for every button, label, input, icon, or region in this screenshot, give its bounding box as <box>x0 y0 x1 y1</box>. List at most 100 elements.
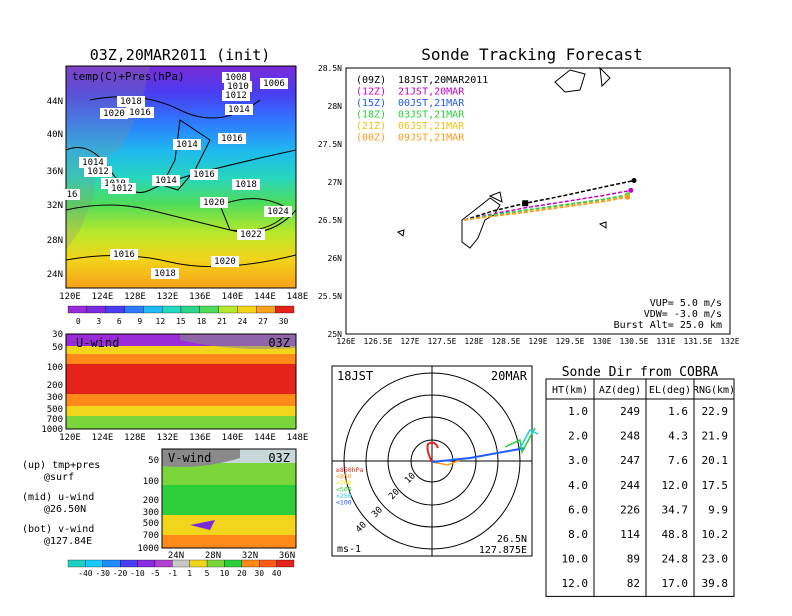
table-cell: 10.0 <box>562 553 589 566</box>
tracking-info-line: VDW= -3.0 m/s <box>644 309 722 320</box>
tracking-marker <box>522 200 529 207</box>
pressure-label: 1022 <box>240 230 262 240</box>
table-cell: 22.9 <box>702 405 729 418</box>
pressure-label-bg <box>232 179 260 190</box>
colorbar-swatch <box>143 305 163 314</box>
pressure-label-bg <box>190 169 218 180</box>
tracking-info-line: Burst Alt= 25.0 km <box>614 320 722 331</box>
tracking-legend-code: (09Z) <box>356 75 386 86</box>
tracking-legend-text: 03JST,21MAR <box>398 110 465 121</box>
table-cell: 17.5 <box>702 479 729 492</box>
tracking-lon-tick: 130E <box>592 337 611 346</box>
note-bot: (bot) v-wind <box>22 524 94 535</box>
lon-tick: 120E <box>59 292 81 302</box>
table-cell: 3.0 <box>568 454 588 467</box>
tracking-legend-text: 18JST,20MAR2011 <box>398 75 488 86</box>
colorbar-swatch <box>67 305 87 314</box>
table-header: RNG(km) <box>693 385 735 396</box>
table-cell: 21.9 <box>702 430 729 443</box>
tracking-legend-text: 09JST,21MAR <box>398 133 465 144</box>
pressure-label-bg <box>151 268 179 279</box>
wind-colorbar-swatch <box>137 559 156 568</box>
uwind-time: 03Z <box>268 336 290 350</box>
table-cell: 24.8 <box>662 553 689 566</box>
wind-colorbar-tick: 1 <box>187 569 192 578</box>
wind-colorbar-swatch <box>172 559 190 568</box>
pressure-label-bg <box>225 104 253 115</box>
vwind-lat-tick: 24N <box>168 551 184 561</box>
tracking-lat-tick: 25.5N <box>318 292 342 301</box>
wind-colorbar-tick: -10 <box>130 569 145 578</box>
pressure-label: 1016 <box>221 134 243 144</box>
colorbar-tick: 6 <box>117 317 122 326</box>
tracking-legend-code: (18Z) <box>356 110 386 121</box>
tracking-lon-tick: 128.5E <box>492 337 521 346</box>
colorbar-tick: 27 <box>258 317 268 326</box>
table-cell: 4.3 <box>668 430 688 443</box>
tracking-lat-tick: 27N <box>328 178 343 187</box>
tracking-lon-tick: 128E <box>464 337 483 346</box>
tracking-series-line <box>464 194 628 221</box>
colorbar-tick: 9 <box>137 317 142 326</box>
table-cell: 244 <box>620 479 640 492</box>
pressure-label-bg <box>84 166 112 177</box>
tracking-lon-tick: 131E <box>656 337 675 346</box>
tracking-lines <box>464 177 637 221</box>
tracking-lat-tick: 26N <box>328 254 343 263</box>
uwind-level-tick: 500 <box>47 405 63 415</box>
temp-lon-axis: 120E 124E 128E 132E 136E 140E 144E 148E <box>59 292 308 302</box>
tracking-series-line <box>464 179 635 221</box>
colorbar-tick: 18 <box>197 317 207 326</box>
pressure-label: 1016 <box>113 250 135 260</box>
wind-colorbar-tick: 10 <box>220 569 230 578</box>
lat-tick: 36N <box>47 167 63 177</box>
wind-colorbar: -40 -30 -20 -10 -5 -1 1 5 10 20 30 40 <box>67 559 295 578</box>
vwind-time: 03Z <box>268 451 290 465</box>
wind-colorbar-swatch <box>224 559 242 568</box>
wind-colorbar-tick: 20 <box>237 569 247 578</box>
polar-plot <box>331 365 539 557</box>
wind-colorbar-tick: 40 <box>272 569 282 578</box>
table-frame <box>545 378 735 597</box>
pressure-label-bg <box>173 139 201 150</box>
tracking-title: Sonde Tracking Forecast <box>421 45 643 64</box>
lat-tick: 40N <box>47 130 63 140</box>
temp-colorbar: 0 3 6 9 12 15 18 21 24 27 30 <box>67 305 295 326</box>
lon-tick: 132E <box>157 292 179 302</box>
lon-tick: 136E <box>189 292 211 302</box>
tracking-series-end <box>631 177 637 183</box>
colorbar-swatch <box>256 305 276 314</box>
tracking-lon-tick: 130.5E <box>620 337 649 346</box>
pressure-label-bg <box>108 183 136 194</box>
pressure-label: 1020 <box>214 257 236 267</box>
pressure-label: 1014 <box>82 158 104 168</box>
pressure-label-bg <box>218 133 246 144</box>
pressure-label: 1012 <box>225 91 247 101</box>
table-cell: 10.2 <box>702 528 729 541</box>
lon-tick: 140E <box>222 292 244 302</box>
pressure-label: 1010 <box>227 82 249 92</box>
temp-panel-title: 03Z,20MAR2011 (init) <box>90 46 271 64</box>
pressure-label: 1016 <box>129 108 151 118</box>
table-cell: 89 <box>627 553 640 566</box>
pressure-label: 1018 <box>235 180 257 190</box>
polar-loc2: 127.875E <box>479 545 527 556</box>
uwind-level-tick: 700 <box>47 415 63 425</box>
pressure-label-bg <box>117 96 145 107</box>
tracking-lon-tick: 127.5E <box>428 337 457 346</box>
table-cell: 12.0 <box>662 479 689 492</box>
pressure-label: 1020 <box>103 109 125 119</box>
uwind-lon-tick: 136E <box>189 433 211 443</box>
pressure-label: 1024 <box>267 207 289 217</box>
colorbar-tick: 21 <box>217 317 227 326</box>
uwind-lon-tick: 128E <box>124 433 146 443</box>
pressure-label-bg <box>64 189 80 200</box>
colorbar-swatch <box>105 305 125 314</box>
wind-colorbar-swatch <box>85 559 103 568</box>
uwind-lon-tick: 132E <box>157 433 179 443</box>
polar-legend-item: <500 <box>336 486 352 494</box>
